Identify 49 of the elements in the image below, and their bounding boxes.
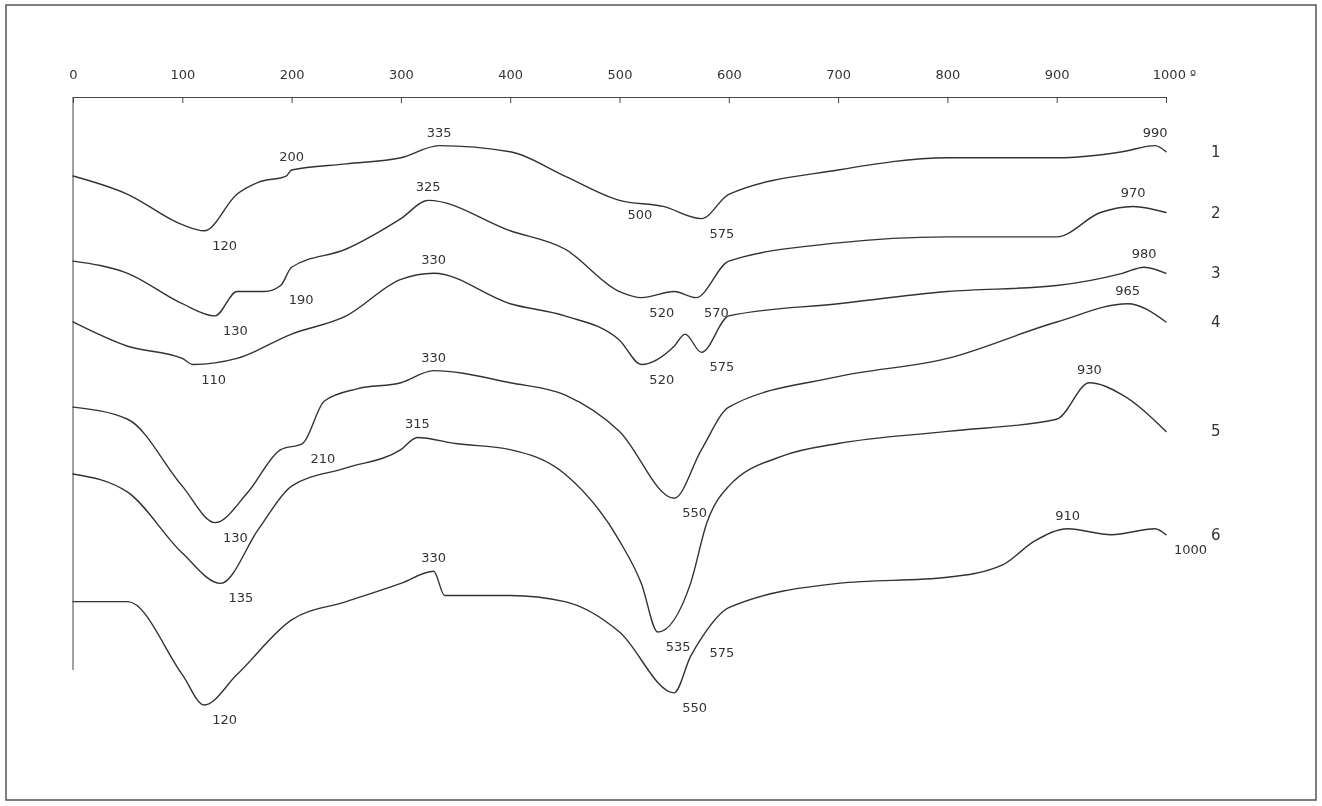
x-tick-label: 800: [935, 67, 961, 82]
annotation: 110: [201, 371, 227, 387]
annotation: 330: [421, 252, 447, 268]
annotation: 980: [1131, 246, 1157, 262]
text: 5: [1211, 422, 1221, 441]
annotation: 200: [279, 148, 305, 164]
annotation: 190: [288, 292, 314, 308]
annotation: 550: [682, 505, 707, 521]
text: 3: [1211, 264, 1221, 283]
x-tick-label: 300: [388, 67, 414, 82]
annotation: 120: [212, 237, 237, 253]
annotation: 210: [310, 450, 336, 466]
annotation: 550: [682, 699, 707, 715]
annotation: 575: [709, 359, 735, 375]
x-tick-label: 600: [716, 67, 742, 82]
x-tick-label: 200: [279, 67, 305, 82]
annotation: 130: [223, 322, 248, 338]
text: 6: [1211, 525, 1221, 544]
annotation: 325: [415, 179, 441, 195]
annotation: 575: [709, 225, 735, 241]
annotation: 330: [421, 349, 447, 365]
text: 4: [1211, 312, 1221, 331]
annotation: 930: [1077, 361, 1102, 377]
annotation: 520: [649, 371, 675, 387]
annotation: 1000: [1174, 541, 1208, 557]
annotation: 135: [228, 590, 254, 606]
annotation: 910: [1055, 507, 1081, 523]
annotation: 535: [665, 639, 691, 655]
annotation: 330: [421, 550, 447, 566]
annotation: 130: [223, 529, 248, 545]
x-tick-label: 100: [170, 67, 196, 82]
annotation: 575: [709, 645, 735, 661]
annotation: 120: [212, 712, 237, 727]
annotation: 500: [627, 207, 653, 223]
annotation: 315: [404, 416, 430, 432]
annotation: 970: [1120, 185, 1146, 201]
text: 1: [1211, 142, 1221, 161]
annotation: 965: [1115, 282, 1141, 298]
x-tick-label: 500: [607, 67, 633, 82]
text: 2: [1211, 203, 1221, 222]
x-tick-label: 900: [1044, 67, 1070, 82]
annotation: 520: [649, 304, 675, 320]
x-tick-label: 0: [69, 67, 78, 82]
annotation: 990: [1142, 124, 1168, 140]
x-tick-label: 700: [826, 67, 852, 82]
annotation: 335: [426, 124, 452, 140]
x-tick-label: 1000 º: [1152, 67, 1197, 82]
annotation: 570: [704, 304, 729, 320]
x-tick-label: 400: [498, 67, 524, 82]
